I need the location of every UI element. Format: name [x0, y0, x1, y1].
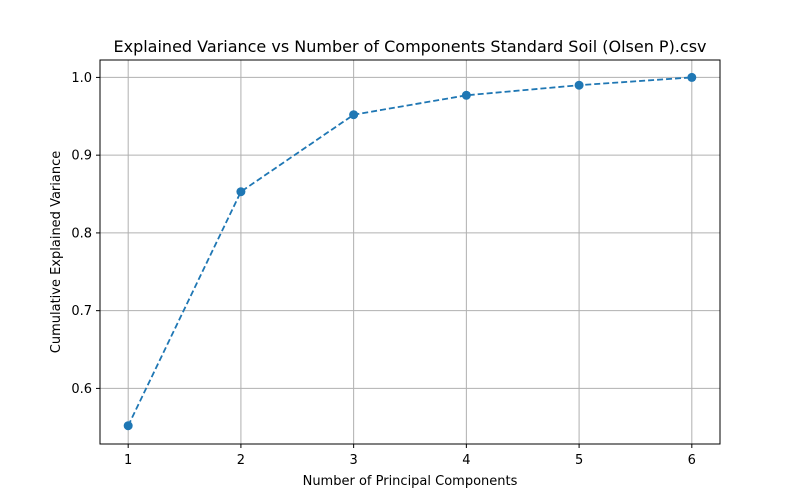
x-tick-label: 6 [688, 453, 696, 468]
x-axis-label: Number of Principal Components [303, 474, 518, 489]
data-point-3 [349, 110, 359, 120]
y-tick-label: 1.0 [71, 71, 92, 86]
x-tick-label: 4 [462, 453, 470, 468]
y-tick-label: 0.8 [71, 226, 92, 241]
data-point-4 [461, 90, 471, 100]
chart-title: Explained Variance vs Number of Componen… [114, 37, 707, 56]
y-tick-label: 0.7 [71, 304, 92, 319]
tick-layer: 1 2 3 4 5 6 0.6 0.7 0.8 0.9 1.0 [71, 71, 696, 468]
series-line [127, 76, 692, 427]
x-tick-label: 2 [237, 453, 245, 468]
grid-layer [100, 60, 720, 444]
x-tick-label: 3 [349, 453, 357, 468]
y-tick-label: 0.6 [71, 382, 92, 397]
plot-area-frame [99, 59, 721, 445]
series-layer [123, 72, 697, 431]
data-point-1 [123, 421, 133, 431]
y-tick-label: 0.9 [71, 149, 92, 164]
x-tick-label: 1 [124, 453, 132, 468]
data-point-5 [574, 80, 584, 90]
data-point-6 [687, 72, 697, 82]
data-point-2 [236, 187, 246, 197]
y-axis-label: Cumulative Explained Variance [49, 151, 64, 353]
x-tick-label: 5 [575, 453, 583, 468]
